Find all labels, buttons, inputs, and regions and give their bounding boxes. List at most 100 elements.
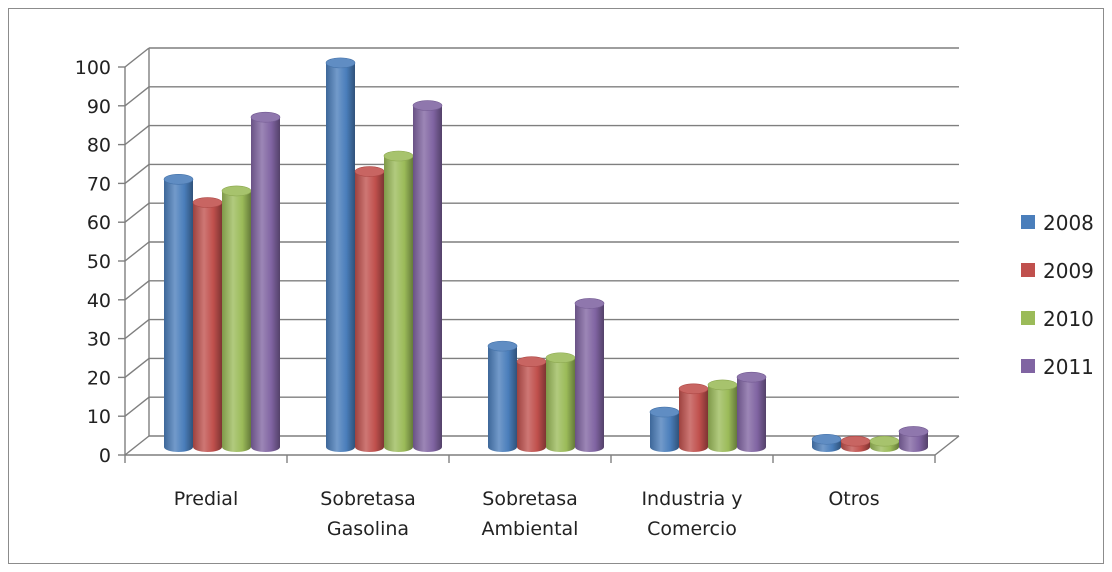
bar-top xyxy=(325,57,356,69)
legend-item-2008: 2008 xyxy=(1021,211,1094,235)
gridline-side xyxy=(124,280,150,301)
bar-2011-3 xyxy=(736,371,767,452)
legend: 2008 2009 2010 2011 xyxy=(1021,211,1094,379)
legend-swatch xyxy=(1021,215,1035,229)
bar-body xyxy=(546,357,575,452)
bar-top xyxy=(649,406,680,418)
bar-body xyxy=(650,412,679,452)
x-category-label: Sobretasa Gasolina xyxy=(320,488,415,540)
bar-2009-0 xyxy=(192,197,223,452)
bar-top xyxy=(898,426,929,437)
bar-body xyxy=(355,171,384,452)
bar-top xyxy=(678,383,709,395)
bar-2010-1 xyxy=(383,150,414,452)
x-category-label: Industria y Comercio xyxy=(641,488,742,540)
floor-edge xyxy=(934,435,960,456)
bar-top xyxy=(163,173,194,185)
legend-label: 2008 xyxy=(1043,211,1094,235)
bar-top xyxy=(354,166,385,177)
bar-body xyxy=(164,179,193,452)
bar-2010-4 xyxy=(869,435,900,452)
bar-top xyxy=(707,379,738,391)
gridline-side xyxy=(124,396,150,417)
bar-body xyxy=(737,377,766,452)
bar-2011-4 xyxy=(898,426,929,452)
bar-top xyxy=(545,352,576,364)
bar-top xyxy=(487,340,518,352)
gridline-side xyxy=(124,202,150,223)
gridline-side xyxy=(124,319,150,340)
bar-body xyxy=(870,441,899,452)
bar-2008-1 xyxy=(325,57,356,452)
bar-body xyxy=(222,190,251,453)
bar-2010-3 xyxy=(707,379,738,452)
gridline-side xyxy=(124,241,150,262)
legend-label: 2011 xyxy=(1043,355,1094,379)
x-axis-category-labels: Predial Sobretasa Gasolina Sobretasa Ambient… xyxy=(174,488,880,540)
bar-top xyxy=(412,100,443,111)
gridline-side xyxy=(124,86,150,107)
bar-top xyxy=(383,150,414,162)
y-tick-label: 30 xyxy=(87,329,111,351)
bar-top xyxy=(192,197,223,208)
x-category-label: Predial xyxy=(174,488,238,510)
bar-2010-2 xyxy=(545,352,576,452)
bar-top xyxy=(736,371,767,383)
bar-2011-0 xyxy=(250,111,281,452)
bar-2008-4 xyxy=(811,433,842,452)
bar-body xyxy=(841,441,870,452)
y-tick-label: 60 xyxy=(87,212,111,234)
bar-body xyxy=(708,384,737,452)
bar-body xyxy=(413,105,442,452)
bar-top xyxy=(869,435,900,447)
bar-top xyxy=(516,356,547,367)
bar-2009-3 xyxy=(678,383,709,452)
bars xyxy=(163,57,929,453)
y-axis-tick-labels: 0 10 20 30 40 50 60 70 80 90 100 xyxy=(75,57,111,467)
bar-body xyxy=(193,202,222,452)
y-tick-label: 100 xyxy=(75,57,111,79)
axes xyxy=(118,48,960,463)
bar-body xyxy=(679,388,708,452)
bar-2011-2 xyxy=(574,298,605,452)
bar-top xyxy=(221,185,252,197)
bar-body xyxy=(251,117,280,452)
legend-label: 2009 xyxy=(1043,259,1094,283)
y-tick-label: 90 xyxy=(87,96,111,118)
y-tick-label: 0 xyxy=(99,445,111,467)
y-tick-label: 40 xyxy=(87,290,111,312)
bar-2009-4 xyxy=(840,435,871,452)
x-category-label: Sobretasa Ambiental xyxy=(482,488,579,540)
bar-top xyxy=(811,433,842,445)
legend-swatch xyxy=(1021,359,1035,373)
bar-body xyxy=(812,439,841,452)
gridline-side xyxy=(124,47,150,68)
y-tick-label: 20 xyxy=(87,367,111,389)
bar-2009-2 xyxy=(516,356,547,452)
bar-2008-2 xyxy=(487,340,518,452)
bar-body xyxy=(517,361,546,452)
bar-body xyxy=(899,431,928,452)
legend-item-2011: 2011 xyxy=(1021,355,1094,379)
y-tick-label: 10 xyxy=(87,406,111,428)
gridline-side xyxy=(124,163,150,184)
legend-label: 2010 xyxy=(1043,307,1094,331)
bar-top xyxy=(840,435,871,447)
bar-2010-0 xyxy=(221,185,252,453)
y-tick-label: 80 xyxy=(87,135,111,157)
legend-swatch xyxy=(1021,263,1035,277)
bar-body xyxy=(488,346,517,452)
gridline-side xyxy=(124,435,150,456)
legend-swatch xyxy=(1021,311,1035,325)
y-tick-label: 70 xyxy=(87,173,111,195)
bar-top xyxy=(574,298,605,309)
legend-item-2010: 2010 xyxy=(1021,307,1094,331)
bar-2009-1 xyxy=(354,166,385,452)
bar-2011-1 xyxy=(412,100,443,452)
y-tick-label: 50 xyxy=(87,251,111,273)
bar-2008-0 xyxy=(163,173,194,452)
bar-top xyxy=(250,111,281,123)
bar-body xyxy=(326,62,355,452)
x-category-label: Otros xyxy=(828,488,879,510)
